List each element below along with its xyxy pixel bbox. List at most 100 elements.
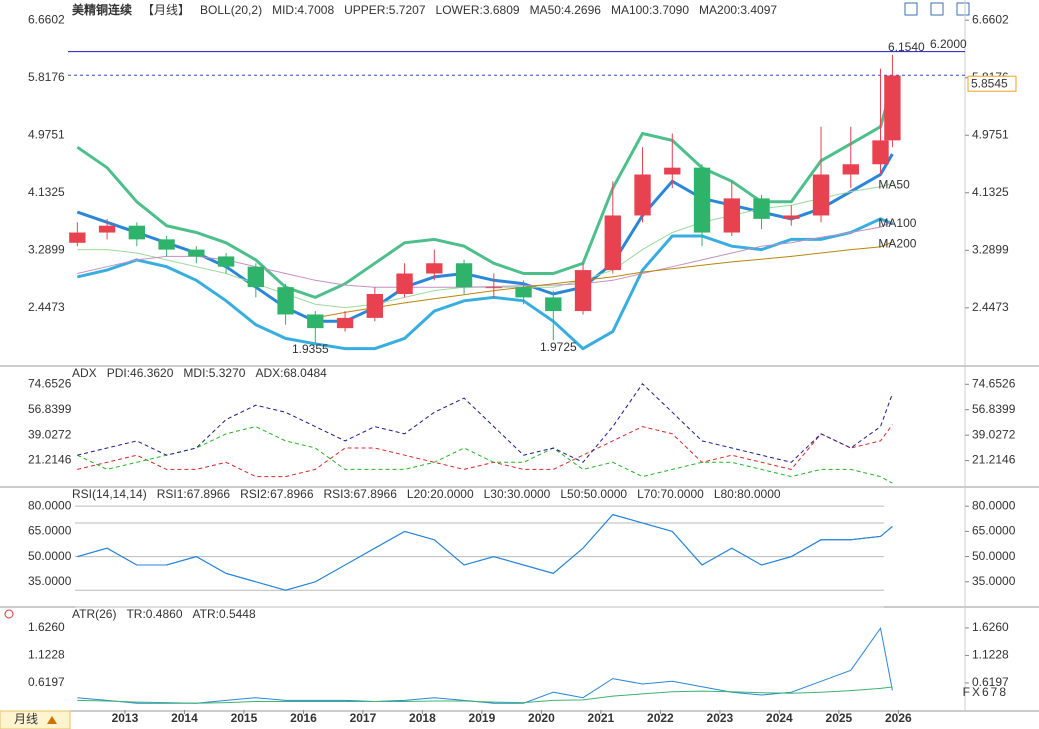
x-tick-label: 2014 <box>171 711 198 725</box>
level-label: L70:70.0000 <box>637 487 704 501</box>
y-tick-label: 74.6526 <box>972 376 1016 390</box>
legend-entry: MA200:3.4097 <box>699 3 777 17</box>
y-tick-label: 35.0000 <box>972 574 1016 588</box>
level-label: L30:30.0000 <box>484 487 551 501</box>
icon[interactable] <box>956 2 970 16</box>
y-tick-label-left: 21.2146 <box>28 453 72 467</box>
legend-entry: RSI3:67.8966 <box>324 487 398 501</box>
candle-body <box>485 287 502 289</box>
candle-body <box>872 140 889 165</box>
period-button[interactable]: 月线 <box>14 712 38 726</box>
candle-body <box>783 215 800 219</box>
y-tick-label-left: 39.0272 <box>28 427 72 441</box>
watermark: FX678 <box>963 685 1008 699</box>
period-arrow <box>47 716 57 724</box>
y-tick-label: 21.2146 <box>972 453 1016 467</box>
series-line <box>77 686 893 704</box>
y-tick-label-left: 5.8176 <box>28 70 65 84</box>
level-label: L20:20.0000 <box>407 487 474 501</box>
series-end-label: MA100 <box>878 216 916 230</box>
series-line <box>77 626 893 704</box>
y-tick-label-left: 35.0000 <box>28 574 72 588</box>
series-end-label: MA50 <box>878 178 910 192</box>
indicator-label: BOLL(20,2) <box>200 3 262 17</box>
x-tick-label: 2017 <box>350 711 377 725</box>
x-tick-label: 2023 <box>707 711 734 725</box>
candle-body <box>188 249 205 257</box>
y-tick-label-left: 4.1325 <box>28 185 65 199</box>
x-tick-label: 2018 <box>409 711 436 725</box>
candle-body <box>247 266 265 288</box>
x-tick-label: 2013 <box>112 711 139 725</box>
x-tick-label: 2015 <box>231 711 258 725</box>
period-button-bg[interactable] <box>0 710 71 729</box>
candle-body <box>574 270 592 312</box>
x-tick-label: 2016 <box>290 711 317 725</box>
y-tick-label: 1.1228 <box>972 648 1009 662</box>
series-end-label: MA200 <box>878 236 916 250</box>
y-tick-label-left: 56.8399 <box>28 402 72 416</box>
candle-body <box>426 263 443 274</box>
legend-entry: MDI:5.3270 <box>183 366 245 380</box>
last-price-label: 5.8545 <box>971 76 1008 90</box>
candle-body <box>396 273 413 294</box>
candle-body <box>812 174 830 216</box>
candle-body <box>217 256 235 267</box>
legend-entry: UPPER:5.7207 <box>344 3 426 17</box>
series-line <box>77 426 893 484</box>
legend-entry: MID:4.7008 <box>272 3 334 17</box>
candle-body <box>884 75 901 141</box>
legend-entry: ADX:68.0484 <box>255 366 327 380</box>
y-tick-label: 56.8399 <box>972 402 1016 416</box>
legend-entry: TR:0.4860 <box>126 607 182 621</box>
y-tick-label: 80.0000 <box>972 498 1016 512</box>
y-tick-label: 2.4473 <box>972 300 1009 314</box>
candle-body <box>545 297 562 312</box>
legend-entry: MA50:4.2696 <box>530 3 602 17</box>
x-tick-label: 2024 <box>766 711 793 725</box>
icon[interactable] <box>930 2 944 16</box>
candle-body <box>515 287 532 298</box>
chart-title: 美精铜连续 <box>72 2 132 17</box>
x-tick-label: 2025 <box>826 711 853 725</box>
candle-body <box>693 167 711 233</box>
series-line <box>77 514 893 591</box>
x-tick-label: 2019 <box>469 711 496 725</box>
y-tick-label-left: 2.4473 <box>28 300 65 314</box>
y-tick-label: 3.2899 <box>972 242 1009 256</box>
settings-icon[interactable] <box>4 609 14 619</box>
candle-body <box>277 287 294 315</box>
x-tick-label: 2022 <box>647 711 674 725</box>
candle-body <box>634 174 651 216</box>
candle-body <box>604 215 621 271</box>
candle-body <box>455 263 473 288</box>
x-tick-label: 2021 <box>588 711 615 725</box>
candle-body <box>336 317 354 329</box>
y-tick-label: 65.0000 <box>972 524 1016 538</box>
y-tick-label: 4.9751 <box>972 127 1009 141</box>
y-tick-label-left: 1.1228 <box>28 648 65 662</box>
y-tick-label-left: 4.9751 <box>28 127 65 141</box>
reference-label: 6.2000 <box>930 37 967 51</box>
level-label: L50:50.0000 <box>560 487 627 501</box>
y-tick-label-left: 80.0000 <box>28 498 72 512</box>
y-tick-label: 4.1325 <box>972 185 1009 199</box>
series-line <box>315 241 893 319</box>
y-tick-label-left: 74.6526 <box>28 376 72 390</box>
candle-body <box>69 232 86 243</box>
y-tick-label: 50.0000 <box>972 549 1016 563</box>
candle-body <box>664 167 681 175</box>
legend-entry: RSI2:67.8966 <box>240 487 314 501</box>
candle-body <box>307 314 324 329</box>
y-tick-label: 1.6260 <box>972 620 1009 634</box>
legend-entry: MA100:3.7090 <box>611 3 689 17</box>
annotation: 1.9355 <box>292 342 329 356</box>
y-tick-label-left: 50.0000 <box>28 549 72 563</box>
series-line <box>77 383 893 463</box>
icon[interactable] <box>904 2 918 16</box>
indicator-label: ADX <box>72 366 97 380</box>
legend-entry: ATR:0.5448 <box>193 607 256 621</box>
legend-entry: PDI:46.3620 <box>107 366 174 380</box>
level-label: L80:80.0000 <box>714 487 781 501</box>
